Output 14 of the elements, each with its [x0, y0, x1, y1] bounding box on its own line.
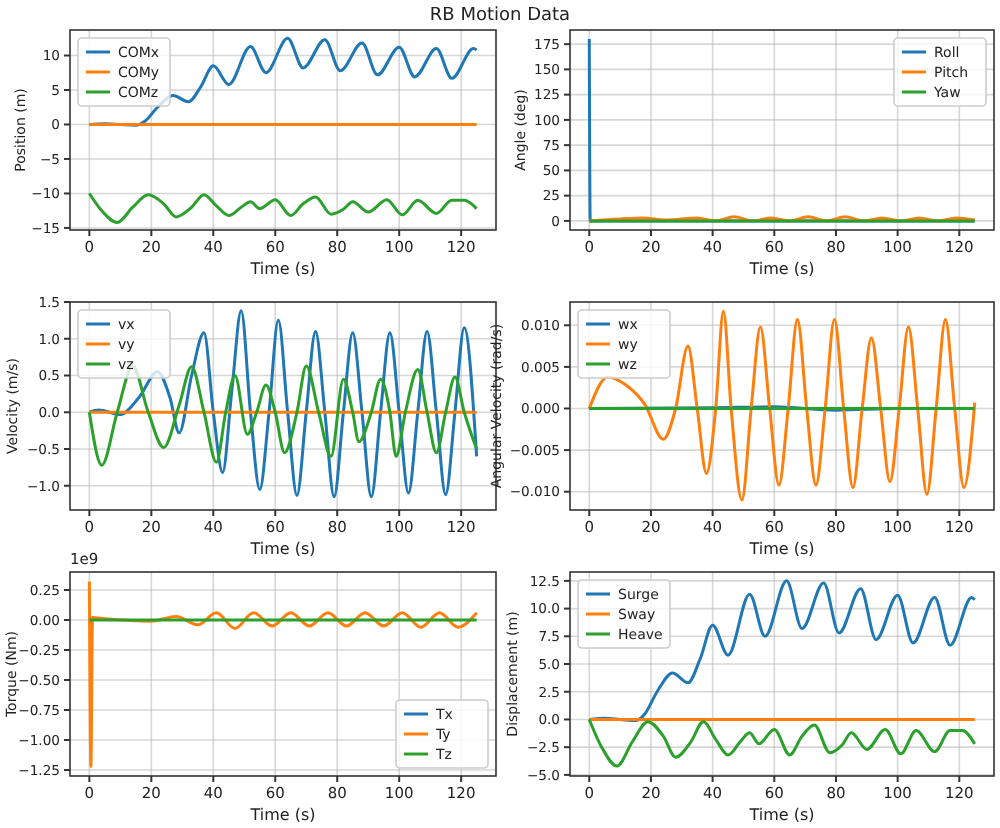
- line-series: [587, 309, 977, 502]
- chart-title: RB Motion Data: [429, 6, 571, 26]
- x-axis-title: Time (s): [747, 260, 815, 278]
- line-series: [87, 364, 479, 467]
- x-axis-title: Time (s): [248, 806, 316, 824]
- x-axis-title: Time (s): [747, 540, 815, 558]
- line-series: [587, 717, 977, 768]
- line-series: [87, 309, 479, 499]
- line-series: [87, 580, 479, 768]
- x-axis-title: Time (s): [747, 806, 815, 824]
- line-series: [587, 579, 977, 723]
- line-series: [87, 191, 479, 224]
- x-axis-title: Time (s): [248, 260, 316, 278]
- x-axis-title: Time (s): [248, 540, 316, 558]
